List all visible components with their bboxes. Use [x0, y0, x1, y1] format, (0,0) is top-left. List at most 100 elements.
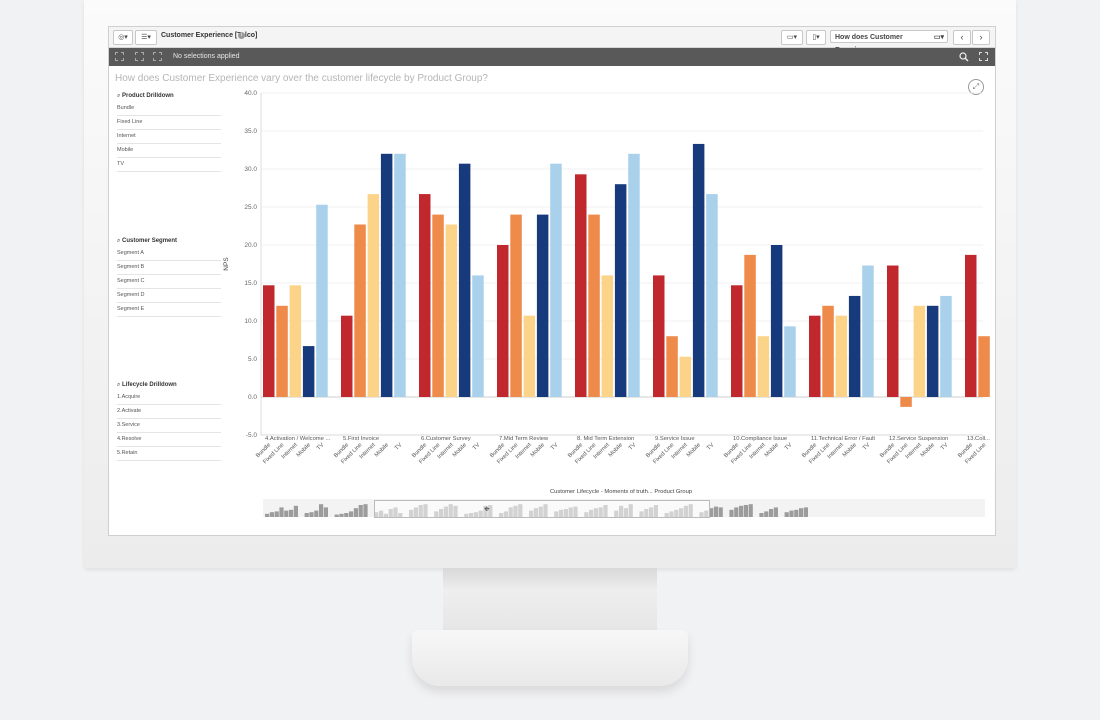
- filter-product-drilldown[interactable]: ⌕ Product Drilldown Bundle Fixed Line Inter…: [117, 90, 221, 172]
- x-axis-title: Customer Lifecycle - Moments of truth...…: [550, 489, 692, 495]
- bar-mobile[interactable]: [926, 305, 939, 397]
- bar-bundle[interactable]: [263, 285, 275, 397]
- bar-bundle[interactable]: [419, 194, 431, 397]
- bar-tv[interactable]: [316, 204, 328, 397]
- sheet-selector[interactable]: How does Customer Experience... ▭▾: [830, 30, 948, 54]
- clear-selections-icon[interactable]: [979, 52, 988, 61]
- filter-item[interactable]: 4.Resolve: [117, 433, 221, 447]
- y-tick-label: -5.0: [246, 432, 258, 439]
- bookmark-button[interactable]: ▯▾: [806, 30, 826, 45]
- filter-item[interactable]: Segment C: [117, 275, 221, 289]
- x-tick-label: TV: [628, 442, 638, 452]
- category-label: 7.Mid Term Review: [499, 436, 549, 442]
- bar-bundle[interactable]: [653, 275, 665, 397]
- search-icon[interactable]: ⌕: [117, 238, 123, 244]
- bar-internet[interactable]: [679, 356, 692, 397]
- category-label: 11.Technical Error / Fault: [811, 436, 875, 442]
- bar-bundle[interactable]: [965, 254, 977, 397]
- bar-bundle[interactable]: [809, 315, 821, 397]
- bar-fixed-line[interactable]: [354, 224, 366, 397]
- bar-bundle[interactable]: [887, 265, 899, 397]
- scrollbar-bar: [743, 505, 748, 517]
- bar-mobile[interactable]: [302, 346, 315, 397]
- bar-mobile[interactable]: [614, 184, 627, 397]
- filter-customer-segment[interactable]: ⌕ Customer Segment Segment A Segment B Segm…: [117, 235, 221, 317]
- y-axis-title: NPS: [223, 257, 230, 271]
- bar-tv[interactable]: [394, 153, 406, 397]
- bar-internet[interactable]: [523, 315, 536, 397]
- filter-item[interactable]: Segment B: [117, 261, 221, 275]
- info-icon[interactable]: i: [238, 32, 245, 39]
- bar-internet[interactable]: [757, 336, 770, 397]
- scrollbar-bar: [279, 507, 284, 517]
- filter-item[interactable]: Mobile: [117, 144, 221, 158]
- filter-item[interactable]: Bundle: [117, 102, 221, 116]
- nps-bar-chart[interactable]: 40.0 35.0 30.0 25.0 20.0 15.0 10.0 5.0 0.0 -5.0 NP…: [221, 83, 995, 503]
- filter-item[interactable]: Segment D: [117, 289, 221, 303]
- next-sheet-button[interactable]: ›: [972, 30, 990, 45]
- bar-fixed-line[interactable]: [432, 214, 444, 397]
- bar-bundle[interactable]: [497, 245, 509, 397]
- bar-bundle[interactable]: [341, 315, 353, 397]
- navigation-button[interactable]: ◎▾: [113, 30, 133, 45]
- bar-mobile[interactable]: [770, 245, 783, 397]
- bar-bundle[interactable]: [731, 285, 743, 397]
- filter-item[interactable]: Segment A: [117, 247, 221, 261]
- bar-internet[interactable]: [367, 194, 380, 397]
- search-icon[interactable]: [959, 52, 969, 62]
- bar-tv[interactable]: [472, 275, 484, 397]
- bar-mobile[interactable]: [380, 153, 393, 397]
- bar-bundle[interactable]: [575, 174, 587, 397]
- search-icon[interactable]: ⌕: [117, 93, 123, 99]
- bar-fixed-line[interactable]: [822, 305, 834, 397]
- filter-item[interactable]: Segment E: [117, 303, 221, 317]
- bar-tv[interactable]: [862, 265, 874, 397]
- expand-icon[interactable]: ⤢: [968, 79, 984, 95]
- filter-item[interactable]: 3.Service: [117, 419, 221, 433]
- filter-item[interactable]: Internet: [117, 130, 221, 144]
- y-tick-label: 20.0: [244, 242, 257, 249]
- bar-tv[interactable]: [784, 326, 796, 397]
- filter-item[interactable]: 2.Activate: [117, 405, 221, 419]
- bar-tv[interactable]: [940, 295, 952, 397]
- search-icon[interactable]: ⌕: [117, 382, 123, 388]
- x-tick-label: Mobile: [686, 442, 702, 458]
- scrollbar-thumb[interactable]: [374, 500, 710, 518]
- list-icon: ☰▾: [141, 34, 151, 41]
- bar-internet[interactable]: [835, 315, 848, 397]
- bar-mobile[interactable]: [458, 163, 471, 397]
- scrollbar-bar: [709, 508, 714, 517]
- bar-fixed-line[interactable]: [978, 336, 990, 397]
- sheet-list-button[interactable]: ☰▾: [135, 30, 157, 45]
- bar-mobile[interactable]: [848, 295, 861, 397]
- smart-search-icon[interactable]: [115, 52, 124, 61]
- bar-internet[interactable]: [289, 285, 302, 397]
- bar-fixed-line[interactable]: [510, 214, 522, 397]
- bar-fixed-line[interactable]: [744, 254, 756, 397]
- filter-item[interactable]: TV: [117, 158, 221, 172]
- bar-fixed-line[interactable]: [900, 397, 912, 407]
- bar-tv[interactable]: [628, 153, 640, 397]
- selections-status: No selections applied: [173, 53, 240, 60]
- bar-tv[interactable]: [550, 163, 562, 397]
- bar-mobile[interactable]: [692, 143, 705, 397]
- x-tick-label: Mobile: [608, 442, 624, 458]
- scrollbar-bar: [323, 507, 328, 517]
- bar-internet[interactable]: [913, 305, 926, 397]
- bar-fixed-line[interactable]: [588, 214, 600, 397]
- scrollbar-bar: [319, 504, 324, 517]
- previous-sheet-button[interactable]: ‹: [953, 30, 971, 45]
- bar-fixed-line[interactable]: [666, 336, 678, 397]
- bar-fixed-line[interactable]: [276, 305, 288, 397]
- filter-item[interactable]: Fixed Line: [117, 116, 221, 130]
- filter-item[interactable]: 5.Retain: [117, 447, 221, 461]
- bar-internet[interactable]: [445, 224, 458, 397]
- filter-lifecycle-drilldown[interactable]: ⌕ Lifecycle Drilldown 1.Acquire 2.Activate…: [117, 379, 221, 461]
- step-back-icon[interactable]: [135, 52, 144, 61]
- story-button[interactable]: ▭▾: [781, 30, 803, 45]
- bar-tv[interactable]: [706, 194, 718, 397]
- bar-internet[interactable]: [601, 275, 614, 397]
- filter-item[interactable]: 1.Acquire: [117, 391, 221, 405]
- bar-mobile[interactable]: [536, 214, 549, 397]
- step-forward-icon[interactable]: [153, 52, 162, 61]
